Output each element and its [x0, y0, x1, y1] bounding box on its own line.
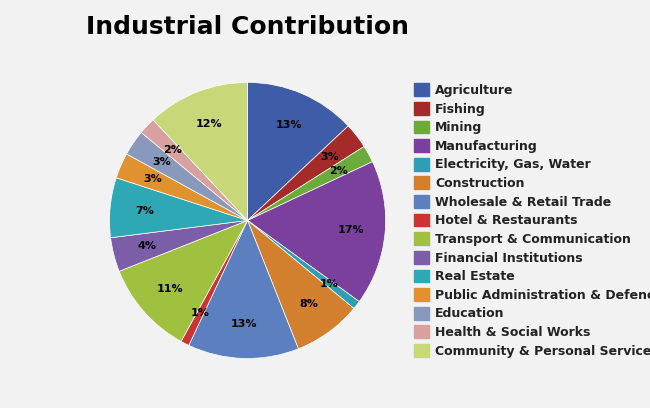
- Text: 1%: 1%: [191, 308, 210, 318]
- Wedge shape: [141, 120, 248, 220]
- Text: 12%: 12%: [196, 119, 223, 129]
- Text: 4%: 4%: [138, 241, 157, 251]
- Text: 7%: 7%: [135, 206, 154, 216]
- Wedge shape: [188, 220, 298, 359]
- Wedge shape: [119, 220, 248, 341]
- Text: 1%: 1%: [320, 279, 339, 289]
- Wedge shape: [248, 126, 364, 220]
- Wedge shape: [116, 154, 248, 220]
- Wedge shape: [181, 220, 248, 345]
- Text: 3%: 3%: [143, 174, 162, 184]
- Text: 13%: 13%: [231, 319, 257, 329]
- Legend: Agriculture, Fishing, Mining, Manufacturing, Electricity, Gas, Water, Constructi: Agriculture, Fishing, Mining, Manufactur…: [409, 78, 650, 363]
- Text: 3%: 3%: [153, 157, 172, 167]
- Wedge shape: [248, 82, 348, 220]
- Text: 3%: 3%: [320, 152, 339, 162]
- Title: Industrial Contribution: Industrial Contribution: [86, 15, 409, 39]
- Wedge shape: [153, 82, 248, 220]
- Wedge shape: [109, 178, 248, 238]
- Text: 13%: 13%: [276, 120, 302, 131]
- Wedge shape: [248, 220, 359, 308]
- Text: 2%: 2%: [329, 166, 348, 175]
- Wedge shape: [111, 220, 248, 271]
- Wedge shape: [248, 220, 354, 349]
- Wedge shape: [248, 146, 372, 220]
- Text: 2%: 2%: [162, 144, 181, 155]
- Wedge shape: [127, 133, 248, 220]
- Wedge shape: [248, 162, 385, 302]
- Text: 17%: 17%: [337, 225, 364, 235]
- Text: 8%: 8%: [299, 299, 318, 309]
- Text: 11%: 11%: [157, 284, 183, 294]
